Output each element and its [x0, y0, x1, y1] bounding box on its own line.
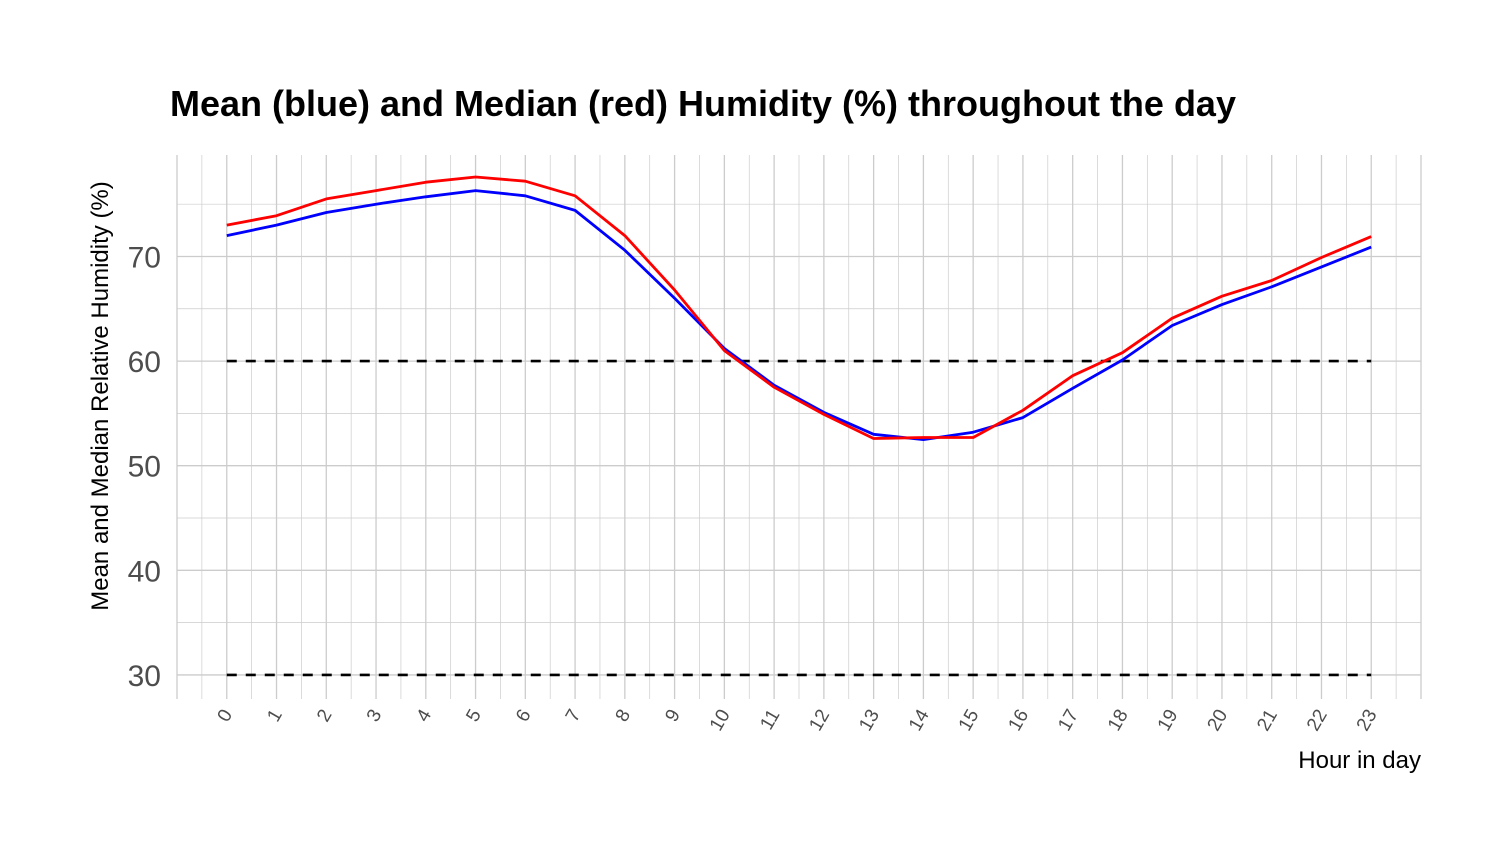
- series-layer: [226, 175, 1372, 442]
- y-axis-label: Mean and Median Relative Humidity (%): [87, 181, 114, 611]
- mean-humidity-line: [226, 189, 1372, 442]
- reference-lines: [226, 359, 1372, 677]
- y-tick-label: 30: [128, 660, 161, 693]
- y-tick-label: 70: [128, 241, 161, 274]
- chart-title: Mean (blue) and Median (red) Humidity (%…: [170, 83, 1236, 124]
- y-tick-label: 40: [128, 555, 161, 588]
- y-axis-ticks: 30 40 50 60 70: [128, 241, 161, 692]
- y-tick-label: 60: [128, 346, 161, 379]
- median-humidity-line: [226, 175, 1372, 440]
- x-axis-label: Hour in day: [1298, 747, 1421, 774]
- y-tick-label: 50: [128, 451, 161, 484]
